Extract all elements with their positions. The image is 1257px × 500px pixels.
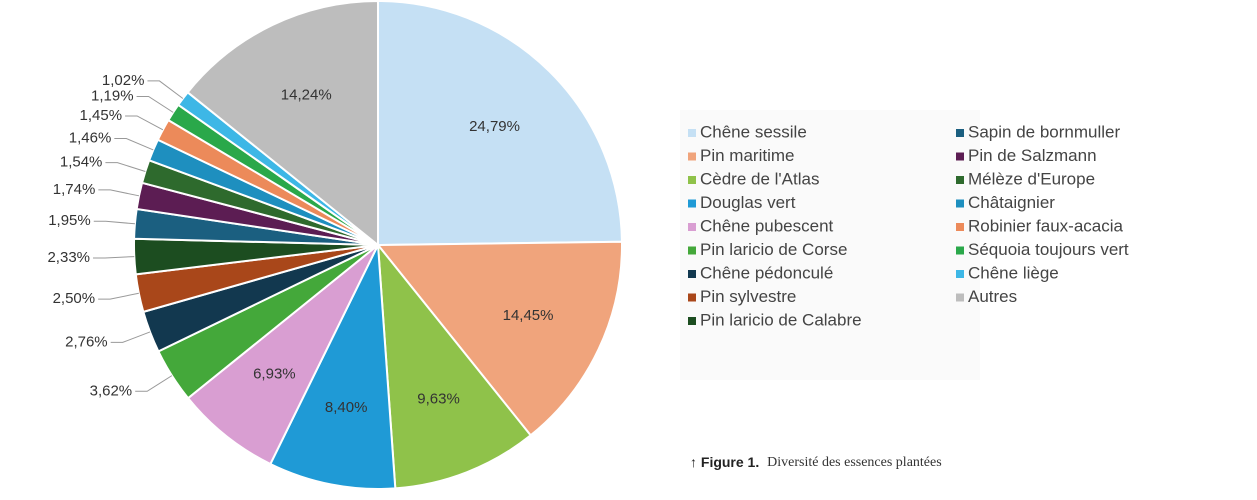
legend-label: Pin laricio de Calabre [700, 310, 862, 329]
caption-label: ↑ Figure 1. [690, 454, 759, 470]
leader-line [136, 95, 174, 113]
data-label: 14,45% [503, 307, 554, 324]
legend-label: Chêne sessile [700, 122, 807, 141]
legend-label: Sapin de bornmuller [968, 122, 1120, 141]
data-label: 1,54% [60, 154, 103, 171]
caption-text: Diversité des essences plantées [767, 455, 942, 470]
legend-label: Pin sylvestre [700, 287, 796, 306]
data-label: 1,46% [69, 129, 112, 146]
legend-label: Mélèze d'Europe [968, 169, 1095, 188]
legend-swatch [688, 293, 696, 302]
data-label: 8,40% [325, 399, 368, 416]
legend-label: Pin de Salzmann [968, 146, 1097, 165]
caption: ↑ Figure 1. Diversité des essences plant… [690, 454, 942, 471]
legend-label: Robinier faux-acacia [968, 216, 1124, 235]
legend-label: Chêne liège [968, 263, 1059, 282]
leader-line [110, 331, 151, 343]
legend-label: Douglas vert [700, 193, 796, 212]
pie-slice [375, 240, 623, 437]
pie-slice [269, 241, 397, 490]
data-label: 6,93% [253, 366, 296, 383]
pie-slice [376, 241, 533, 490]
leader-line [135, 375, 173, 392]
leader-line [105, 162, 146, 172]
legend-swatch [956, 293, 964, 302]
legend-swatch [956, 246, 964, 255]
leader-line [93, 220, 135, 225]
pie-slice [186, 244, 379, 466]
legend-swatch [688, 199, 696, 208]
pie-slice [377, 0, 623, 247]
legend-box [680, 110, 980, 380]
leader-line [93, 256, 135, 259]
legend-label: Cèdre de l'Atlas [700, 169, 819, 188]
legend-swatch [956, 176, 964, 184]
legend-swatch [688, 223, 696, 231]
data-label: 1,95% [48, 212, 91, 229]
legend-swatch [688, 129, 696, 137]
legend-swatch [956, 270, 964, 278]
leader-line [125, 115, 164, 131]
legend-label: Pin laricio de Corse [700, 240, 847, 259]
legend-swatch [688, 317, 696, 325]
legend-label: Châtaignier [968, 193, 1055, 212]
legend-label: Chêne pédonculé [700, 263, 833, 282]
legend-swatch [688, 176, 696, 184]
data-label: 3,62% [90, 382, 133, 399]
data-label: 1,74% [53, 181, 96, 198]
legend-label: Pin maritime [700, 146, 794, 165]
legend-swatch [956, 129, 964, 137]
legend-swatch [688, 270, 696, 278]
data-label: 1,02% [102, 72, 145, 89]
pie-slice [186, 0, 379, 248]
legend-label: Autres [968, 287, 1017, 306]
data-label: 2,76% [65, 333, 108, 350]
data-label: 2,33% [47, 249, 90, 266]
data-label: 9,63% [417, 390, 460, 407]
legend-label: Séquoia toujours vert [968, 240, 1129, 259]
data-label: 1,45% [80, 107, 123, 124]
legend-swatch [688, 246, 696, 255]
data-label: 1,19% [91, 87, 134, 104]
leader-line [98, 292, 139, 300]
legend-swatch [956, 152, 964, 161]
leader-line [114, 138, 154, 151]
leader-line [98, 189, 140, 197]
data-label: 2,50% [53, 290, 96, 307]
data-label: 24,79% [469, 118, 520, 135]
legend-swatch [956, 223, 964, 231]
legend-swatch [688, 152, 696, 161]
legend-swatch [956, 199, 964, 208]
data-label: 14,24% [281, 86, 332, 103]
legend-label: Chêne pubescent [700, 216, 834, 235]
leader-line [147, 80, 184, 99]
